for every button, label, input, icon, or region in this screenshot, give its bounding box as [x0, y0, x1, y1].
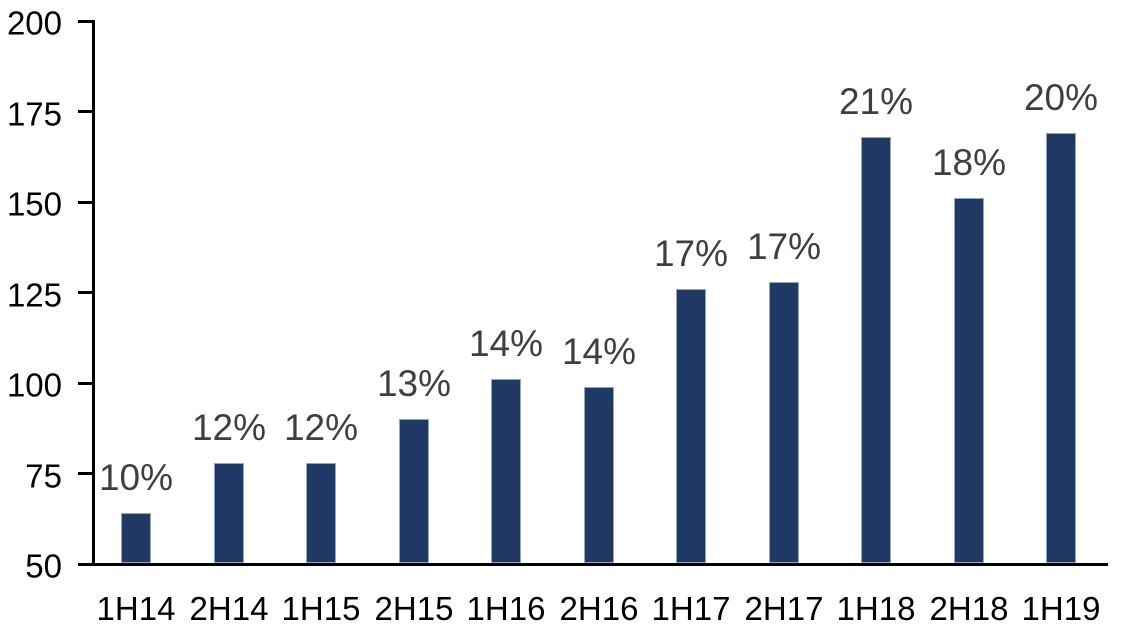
x-tick-label-2h17: 2H17	[744, 590, 824, 627]
bar-1h18	[861, 137, 891, 563]
x-axis-line	[78, 563, 1108, 566]
x-tick-label-1h18: 1H18	[836, 590, 916, 627]
x-tick-label-2h18: 2H18	[929, 590, 1009, 627]
bar-1h14	[121, 513, 151, 563]
bar-value-label: 13%	[376, 363, 452, 404]
bar-2h17	[769, 282, 799, 563]
bar-1h17	[676, 289, 706, 563]
y-tick-label: 75	[25, 457, 62, 494]
y-tick-label: 125	[6, 276, 62, 313]
y-tick-label: 50	[25, 547, 62, 585]
x-tick-label-1h14: 1H14	[96, 590, 176, 627]
x-tick-label-1h19: 1H19	[1021, 590, 1101, 627]
y-tick-label: 100	[6, 366, 62, 404]
bar-2h18	[954, 198, 984, 563]
y-tick-label: 200	[6, 4, 62, 42]
bar-value-label: 14%	[561, 331, 637, 372]
bar-value-label: 10%	[98, 457, 174, 498]
bar-value-label: 14%	[468, 323, 544, 364]
y-axis-tick-mark	[78, 201, 95, 204]
bar-value-label: 21%	[838, 81, 914, 122]
y-tick-label: 175	[6, 95, 62, 132]
y-axis-tick-mark	[78, 20, 95, 23]
x-tick-label-2h14: 2H14	[189, 590, 269, 627]
bar-value-label: 12%	[283, 407, 359, 448]
x-tick-label-1h17: 1H17	[651, 590, 731, 627]
y-axis-tick-mark	[78, 291, 95, 294]
y-axis-tick-mark	[78, 472, 95, 475]
bar-1h16	[491, 379, 521, 563]
bar-value-label: 17%	[653, 233, 729, 274]
x-tick-label-2h16: 2H16	[559, 590, 639, 627]
x-tick-label-1h16: 1H16	[466, 590, 546, 627]
x-tick-label-2h15: 2H15	[374, 590, 454, 627]
bar-2h16	[584, 387, 614, 563]
y-axis-tick-mark	[78, 382, 95, 385]
y-axis-tick-mark	[78, 110, 95, 113]
x-tick-label-1h15: 1H15	[281, 590, 361, 627]
bar-value-label: 12%	[191, 407, 267, 448]
bar-value-label: 20%	[1023, 77, 1099, 118]
bar-value-label: 18%	[931, 142, 1007, 183]
bar-1h19	[1046, 133, 1076, 563]
bar-1h15	[306, 463, 336, 563]
bar-2h15	[399, 419, 429, 563]
bar-2h14	[214, 463, 244, 563]
y-tick-label: 150	[6, 185, 62, 223]
bar-value-label: 17%	[746, 226, 822, 267]
